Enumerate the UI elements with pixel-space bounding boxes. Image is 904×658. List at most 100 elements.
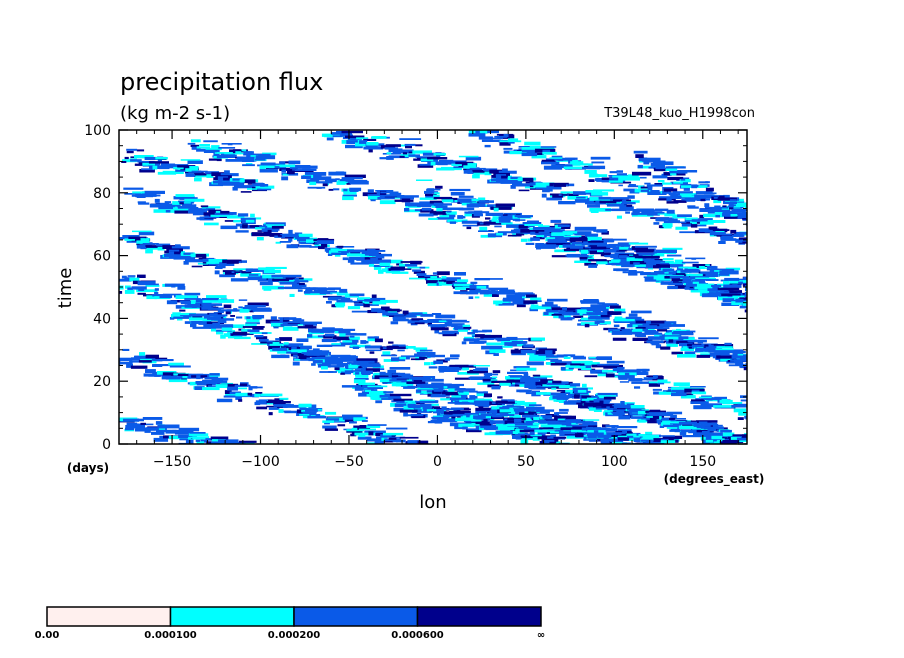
precip-streak bbox=[671, 445, 689, 448]
precip-streak bbox=[474, 278, 490, 280]
precip-streak bbox=[641, 190, 649, 192]
precip-streak bbox=[708, 494, 720, 498]
precip-streak bbox=[843, 247, 856, 250]
precip-streak bbox=[771, 377, 784, 380]
precip-streak bbox=[755, 241, 760, 245]
precip-streak bbox=[741, 537, 748, 540]
precip-streak bbox=[523, 402, 537, 405]
precip-streak bbox=[215, 270, 220, 274]
precip-streak bbox=[849, 254, 861, 257]
precip-streak bbox=[810, 427, 819, 430]
precip-streak bbox=[776, 222, 794, 225]
precip-streak bbox=[379, 492, 395, 494]
precip-streak bbox=[601, 504, 613, 507]
precip-streak bbox=[617, 216, 622, 219]
precip-streak bbox=[471, 506, 476, 510]
precip-streak bbox=[758, 243, 772, 247]
precip-streak bbox=[860, 471, 865, 474]
precip-streak bbox=[851, 326, 868, 330]
precip-streak bbox=[437, 446, 447, 448]
precip-streak bbox=[667, 210, 675, 214]
precip-streak bbox=[785, 479, 798, 481]
precip-streak bbox=[838, 239, 842, 243]
precip-streak bbox=[497, 476, 519, 479]
precip-streak bbox=[753, 462, 765, 464]
precip-streak bbox=[504, 134, 509, 137]
precip-streak bbox=[761, 555, 768, 558]
precip-streak bbox=[398, 499, 413, 502]
precip-streak bbox=[455, 463, 467, 466]
precip-streak bbox=[835, 386, 839, 388]
precip-streak bbox=[565, 490, 583, 493]
precip-streak bbox=[813, 238, 821, 242]
precip-streak bbox=[755, 303, 765, 307]
precip-streak bbox=[763, 453, 769, 455]
precip-streak bbox=[238, 399, 242, 402]
precip-streak bbox=[479, 469, 492, 472]
precip-streak bbox=[648, 469, 665, 472]
precip-streak bbox=[488, 138, 503, 140]
precip-streak bbox=[834, 322, 846, 324]
precip-streak bbox=[829, 259, 842, 263]
precip-streak bbox=[783, 227, 801, 229]
precip-streak bbox=[843, 465, 861, 467]
precip-streak bbox=[557, 528, 577, 531]
precip-streak bbox=[724, 531, 745, 533]
precip-streak bbox=[799, 248, 805, 250]
precip-streak bbox=[699, 397, 712, 399]
precip-streak bbox=[190, 432, 206, 434]
precip-streak bbox=[839, 383, 858, 385]
precip-streak bbox=[547, 482, 551, 485]
precip-streak bbox=[378, 270, 384, 274]
precip-streak bbox=[484, 393, 492, 397]
precip-streak bbox=[641, 452, 654, 455]
precip-streak bbox=[360, 476, 377, 479]
precip-streak bbox=[204, 316, 221, 319]
precip-streak bbox=[279, 165, 295, 168]
precip-streak bbox=[538, 485, 551, 487]
precip-streak bbox=[773, 372, 783, 376]
precip-streak bbox=[192, 204, 197, 208]
precip-streak bbox=[761, 551, 783, 553]
precip-streak bbox=[283, 401, 291, 403]
precip-streak bbox=[246, 151, 254, 153]
precip-streak bbox=[776, 444, 798, 446]
precip-streak bbox=[599, 197, 611, 200]
precip-streak bbox=[771, 303, 784, 306]
precip-streak bbox=[799, 233, 811, 236]
precip-streak bbox=[189, 314, 210, 317]
precip-streak bbox=[773, 303, 793, 307]
precip-streak bbox=[766, 553, 788, 556]
precip-streak bbox=[175, 431, 190, 435]
precip-streak bbox=[779, 242, 793, 245]
precip-streak bbox=[633, 468, 651, 472]
precip-streak bbox=[840, 465, 859, 469]
precip-streak bbox=[806, 469, 814, 471]
precip-streak bbox=[648, 186, 653, 190]
precip-streak bbox=[299, 404, 312, 408]
precip-streak bbox=[739, 440, 761, 442]
precip-streak bbox=[363, 304, 369, 308]
precip-streak bbox=[774, 310, 792, 312]
precip-streak bbox=[350, 478, 356, 481]
precip-streak bbox=[636, 209, 654, 211]
precip-streak bbox=[751, 301, 757, 303]
precip-streak bbox=[851, 261, 861, 264]
precip-streak bbox=[682, 450, 704, 453]
precip-streak bbox=[589, 179, 595, 182]
precip-streak bbox=[552, 381, 561, 384]
precip-streak bbox=[319, 473, 332, 475]
precip-streak bbox=[390, 367, 411, 370]
precip-streak bbox=[821, 465, 826, 467]
precip-streak bbox=[808, 321, 825, 325]
precip-streak bbox=[740, 550, 761, 553]
precip-streak bbox=[785, 470, 797, 473]
precip-streak bbox=[671, 393, 687, 397]
precip-streak bbox=[845, 379, 865, 381]
precip-streak bbox=[852, 329, 867, 331]
precip-streak bbox=[879, 259, 892, 262]
precip-streak bbox=[346, 487, 362, 489]
precip-streak bbox=[496, 465, 515, 469]
precip-streak bbox=[305, 409, 318, 412]
precip-streak bbox=[531, 338, 545, 341]
